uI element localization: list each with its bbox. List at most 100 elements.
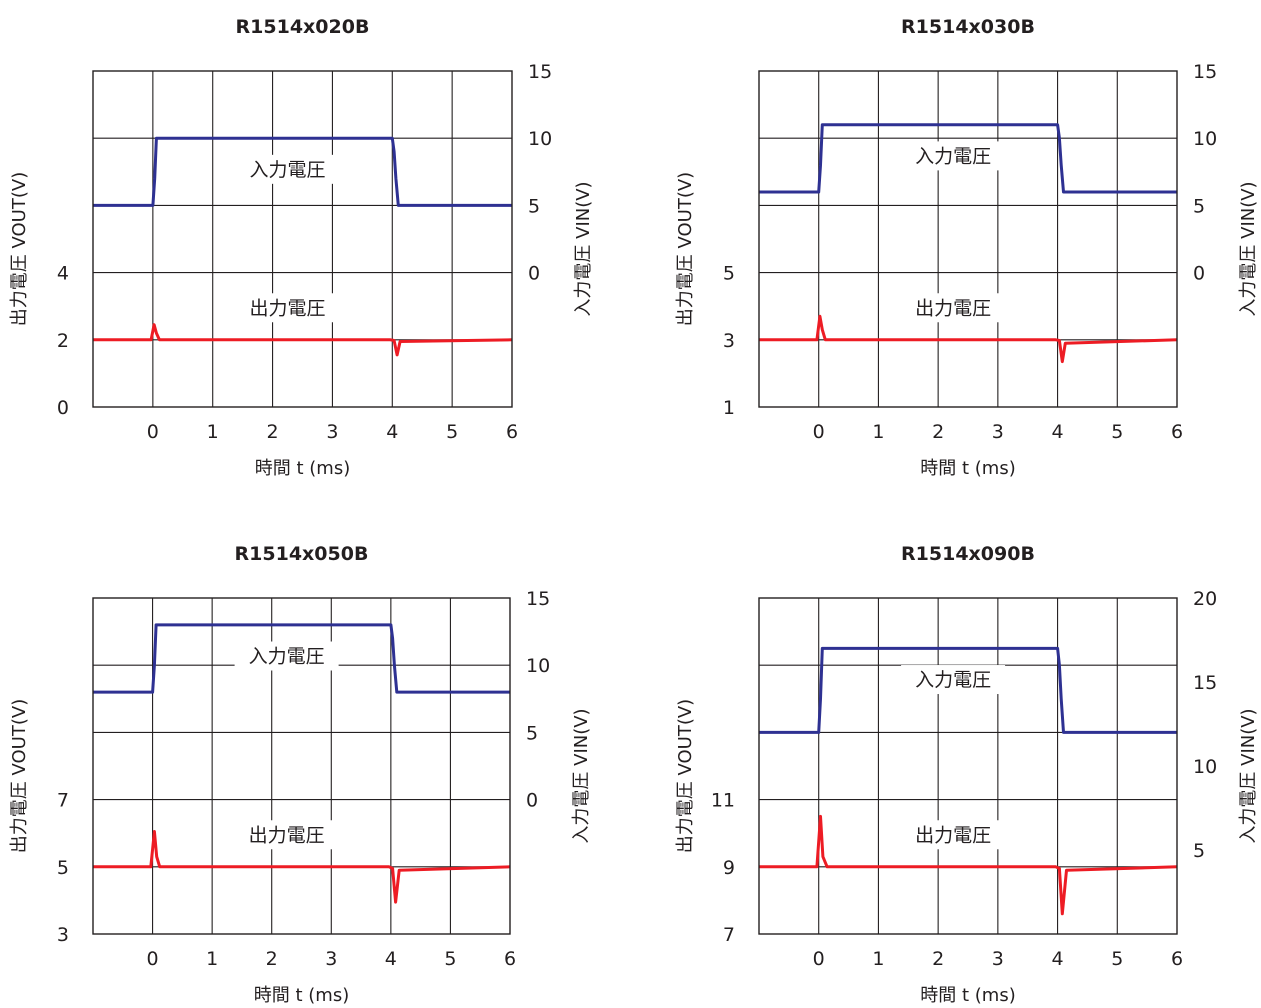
series-label-input-voltage: 入力電圧 xyxy=(249,646,325,668)
series-line-output-voltage xyxy=(759,814,1178,916)
right-y-tick-label: 10 xyxy=(526,655,550,677)
x-axis-label: 時間 t (ms) xyxy=(920,458,1015,479)
series-line-input-voltage xyxy=(93,623,510,694)
x-tick-label: 4 xyxy=(386,421,398,443)
series-label-output-voltage: 出力電圧 xyxy=(915,297,991,319)
chart-title: R1514x020B xyxy=(236,16,370,38)
right-y-tick-label: 5 xyxy=(528,195,540,217)
x-tick-label: 1 xyxy=(872,421,884,443)
right-y-tick-label: 5 xyxy=(1193,195,1205,217)
series-label-input-voltage: 入力電圧 xyxy=(915,145,991,167)
x-axis-label: 時間 t (ms) xyxy=(254,985,349,1006)
x-tick-label: 5 xyxy=(446,421,458,443)
x-tick-label: 2 xyxy=(932,421,944,443)
right-y-tick-label: 15 xyxy=(526,588,550,610)
x-tick-label: 6 xyxy=(1171,421,1183,443)
chart-title: R1514x050B xyxy=(235,543,369,565)
right-y-tick-label: 15 xyxy=(1193,61,1217,83)
x-tick-label: 2 xyxy=(932,948,944,970)
series-label-background xyxy=(235,154,340,184)
x-tick-label: 2 xyxy=(266,948,278,970)
right-y-tick-label: 10 xyxy=(1193,756,1217,778)
x-axis-label: 時間 t (ms) xyxy=(920,985,1015,1006)
series-label-background xyxy=(234,641,339,671)
left-y-tick-label: 4 xyxy=(57,263,69,285)
left-y-tick-label: 2 xyxy=(57,330,69,352)
series-label-input-voltage: 入力電圧 xyxy=(250,159,326,181)
series-line-input-voltage xyxy=(759,123,1177,194)
series-line-output-voltage xyxy=(759,314,1178,364)
x-tick-label: 1 xyxy=(872,948,884,970)
x-axis-label: 時間 t (ms) xyxy=(255,458,350,479)
plot-frame xyxy=(92,70,513,408)
left-y-tick-label: 1 xyxy=(723,397,735,419)
x-tick-label: 3 xyxy=(325,948,337,970)
right-y-tick-label: 15 xyxy=(528,61,552,83)
plot-frame xyxy=(758,70,1178,408)
x-tick-label: 3 xyxy=(992,421,1004,443)
x-tick-label: 1 xyxy=(206,948,218,970)
right-y-tick-label: 20 xyxy=(1193,588,1217,610)
x-tick-label: 6 xyxy=(1171,948,1183,970)
series-label-background xyxy=(901,293,1006,323)
x-tick-label: 0 xyxy=(147,948,159,970)
x-tick-label: 3 xyxy=(992,948,1004,970)
left-y-axis-label: 出力電圧 VOUT(V) xyxy=(9,699,30,853)
series-label-output-voltage: 出力電圧 xyxy=(250,297,326,319)
series-line-input-voltage xyxy=(93,136,512,207)
series-label-background xyxy=(901,141,1006,171)
left-y-tick-label: 5 xyxy=(723,263,735,285)
right-y-axis-label: 入力電圧 VIN(V) xyxy=(571,708,592,843)
right-y-tick-label: 10 xyxy=(1193,128,1217,150)
right-y-tick-label: 5 xyxy=(526,722,538,744)
left-y-tick-label: 7 xyxy=(57,790,69,812)
x-tick-label: 4 xyxy=(1052,421,1064,443)
left-y-axis-label: 出力電圧 VOUT(V) xyxy=(675,699,696,853)
right-y-axis-label: 入力電圧 VIN(V) xyxy=(1238,708,1259,843)
x-tick-label: 0 xyxy=(813,421,825,443)
chart-title: R1514x090B xyxy=(901,543,1035,565)
left-y-tick-label: 11 xyxy=(711,790,735,812)
x-tick-label: 6 xyxy=(504,948,516,970)
x-tick-label: 4 xyxy=(1052,948,1064,970)
left-y-tick-label: 5 xyxy=(57,857,69,879)
x-tick-label: 1 xyxy=(207,421,219,443)
x-tick-label: 4 xyxy=(385,948,397,970)
x-tick-label: 5 xyxy=(1111,421,1123,443)
x-tick-label: 0 xyxy=(147,421,159,443)
series-line-output-voltage xyxy=(93,323,513,357)
right-y-tick-label: 15 xyxy=(1193,672,1217,694)
series-label-background xyxy=(235,293,340,323)
right-y-tick-label: 5 xyxy=(1193,840,1205,862)
series-label-background xyxy=(901,665,1006,695)
left-y-tick-label: 3 xyxy=(723,330,735,352)
x-tick-label: 0 xyxy=(813,948,825,970)
series-line-output-voltage xyxy=(93,830,511,904)
plot-frame xyxy=(92,597,511,935)
series-line-input-voltage xyxy=(759,646,1177,734)
x-tick-label: 3 xyxy=(326,421,338,443)
left-y-axis-label: 出力電圧 VOUT(V) xyxy=(9,172,30,326)
series-label-background xyxy=(901,820,1006,850)
x-tick-label: 5 xyxy=(1111,948,1123,970)
x-tick-label: 2 xyxy=(267,421,279,443)
right-y-tick-label: 0 xyxy=(526,790,538,812)
series-label-output-voltage: 出力電圧 xyxy=(915,824,991,846)
left-y-axis-label: 出力電圧 VOUT(V) xyxy=(675,172,696,326)
left-y-tick-label: 7 xyxy=(723,924,735,946)
right-y-tick-label: 10 xyxy=(528,128,552,150)
left-y-tick-label: 9 xyxy=(723,857,735,879)
x-tick-label: 5 xyxy=(444,948,456,970)
chart-title: R1514x030B xyxy=(901,16,1035,38)
right-y-tick-label: 0 xyxy=(1193,263,1205,285)
right-y-tick-label: 0 xyxy=(528,263,540,285)
left-y-tick-label: 0 xyxy=(57,397,69,419)
left-y-tick-label: 3 xyxy=(57,924,69,946)
right-y-axis-label: 入力電圧 VIN(V) xyxy=(1238,181,1259,316)
right-y-axis-label: 入力電圧 VIN(V) xyxy=(573,181,594,316)
